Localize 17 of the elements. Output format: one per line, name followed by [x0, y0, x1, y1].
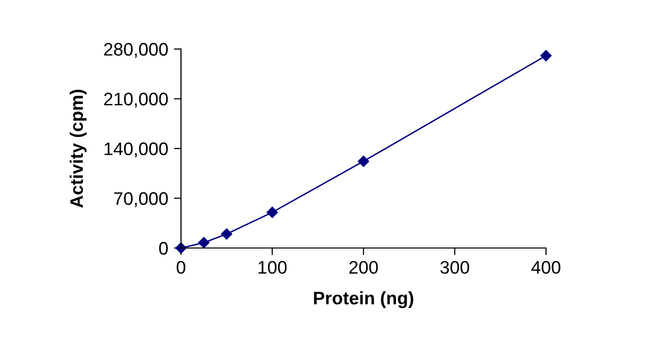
x-axis-title: Protein (ng)	[314, 291, 414, 308]
x-tick-label: 100	[258, 260, 287, 274]
y-axis-title: Activity (cpm)	[70, 90, 87, 208]
x-tick-label: 200	[349, 260, 378, 274]
y-tick-label: 70,000	[114, 192, 168, 208]
y-tick-label: 210,000	[104, 92, 168, 108]
point	[198, 237, 210, 248]
x-tick-label: 300	[440, 260, 470, 274]
point	[221, 228, 232, 240]
x-tick-label: 400	[531, 260, 560, 274]
y-tick-label: 0	[159, 242, 168, 255]
y-tick-label: 280,000	[104, 42, 168, 58]
point	[266, 206, 278, 218]
point	[540, 50, 552, 62]
y-tick-label: 140,000	[104, 142, 168, 158]
x-tick-label: 0	[176, 260, 186, 274]
point	[358, 156, 370, 167]
